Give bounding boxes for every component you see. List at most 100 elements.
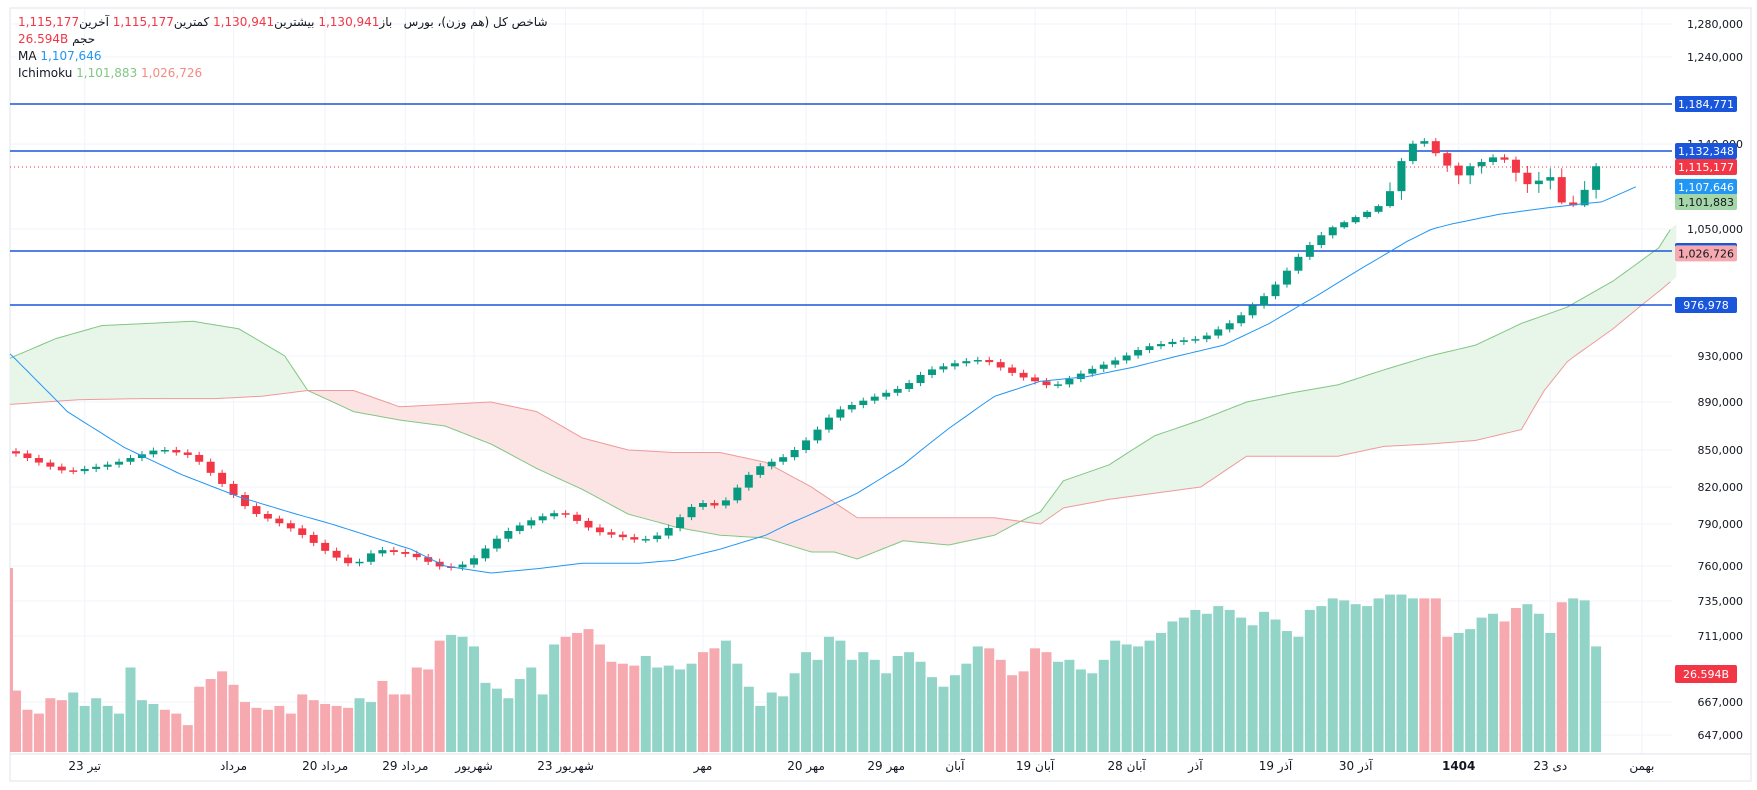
- cloud-segment: [1234, 403, 1242, 465]
- cloud-segment: [673, 452, 681, 529]
- candle: [573, 514, 582, 521]
- price-tick-label: 711,000: [1698, 630, 1744, 643]
- time-tick-label: 23 شهریور: [537, 759, 594, 774]
- cloud-segment: [1418, 357, 1425, 445]
- cloud-segment: [1486, 336, 1494, 439]
- cloud-segment: [1274, 394, 1282, 457]
- volume-bar: [606, 661, 617, 752]
- cloud-segment: [1137, 442, 1144, 496]
- cloud-segment: [1440, 351, 1448, 444]
- cloud-segment: [1103, 464, 1110, 501]
- candle: [1099, 364, 1108, 369]
- cloud-segment: [1286, 392, 1293, 457]
- cloud-segment: [1566, 303, 1574, 363]
- candle: [1179, 340, 1188, 342]
- cloud-segment: [1435, 352, 1442, 444]
- volume-bar: [732, 663, 743, 752]
- candle: [355, 561, 364, 564]
- cloud-segment: [461, 402, 469, 436]
- price-axis: 1,280,0001,240,0001,140,0001,050,000930,…: [1675, 18, 1743, 742]
- volume-bar: [1259, 611, 1270, 752]
- cloud-segment: [828, 497, 835, 553]
- chart-legend: شاخص کل (هم وزن)، بورس باز1,130,941 بیشت…: [18, 14, 548, 82]
- candle: [1053, 384, 1062, 386]
- cloud-segment: [702, 452, 709, 534]
- cloud-segment: [931, 517, 938, 545]
- candle: [538, 516, 547, 521]
- volume-bar: [480, 682, 491, 752]
- cloud-segment: [1629, 263, 1637, 316]
- cloud-segment: [433, 404, 440, 426]
- cloud-segment: [856, 517, 864, 560]
- candle-series: [12, 138, 1601, 571]
- volume-bar: [136, 700, 147, 752]
- volume-bar: [411, 667, 422, 752]
- candle: [950, 363, 959, 367]
- cloud-segment: [988, 517, 996, 537]
- volume-bar: [1133, 646, 1144, 752]
- cloud-segment: [530, 410, 538, 470]
- cloud-segment: [919, 517, 927, 544]
- cloud-segment: [1641, 255, 1648, 306]
- volume-bar: [1362, 606, 1373, 752]
- cloud-segment: [32, 345, 39, 404]
- candle: [1260, 296, 1269, 306]
- candle: [92, 466, 101, 469]
- candle: [1557, 177, 1566, 203]
- cloud-segment: [398, 406, 406, 422]
- candle: [481, 548, 490, 559]
- candle: [813, 429, 822, 441]
- candle: [458, 564, 467, 568]
- volume-bar: [892, 656, 903, 752]
- cloud-segment: [1143, 438, 1150, 496]
- volume-bar: [1316, 606, 1327, 752]
- cloud-segment: [794, 477, 801, 549]
- volume-bar: [331, 705, 342, 752]
- volume-bar: [1407, 598, 1418, 752]
- volume-bar: [377, 680, 388, 752]
- legend-open-value: 1,130,941: [318, 15, 380, 29]
- candle: [1168, 341, 1177, 345]
- cloud-segment: [1446, 350, 1453, 443]
- cloud-segment: [347, 390, 354, 413]
- candle: [1569, 202, 1578, 206]
- cloud-segment: [1412, 359, 1419, 446]
- cloud-segment: [685, 452, 692, 531]
- volume-bar: [1087, 673, 1098, 752]
- cloud-segment: [9, 355, 17, 405]
- volume-bar: [33, 713, 44, 752]
- candle: [1214, 329, 1223, 336]
- cloud-segment: [1166, 429, 1173, 492]
- time-tick-label: مرداد: [220, 759, 247, 774]
- cloud-segment: [1223, 408, 1230, 473]
- cloud-segment: [1063, 478, 1070, 509]
- candle: [298, 528, 307, 535]
- cloud-segment: [232, 327, 240, 399]
- volume-bar: [617, 663, 628, 752]
- volume-bar: [778, 696, 789, 752]
- candle: [515, 525, 524, 531]
- cloud-segment: [1584, 293, 1591, 350]
- cloud-segment: [553, 420, 560, 480]
- volume-bar: [984, 648, 995, 752]
- volume-bar: [846, 659, 857, 752]
- cloud-segment: [627, 449, 635, 517]
- level-label-text: 1,132,348: [1678, 145, 1734, 158]
- cloud-segment: [1246, 400, 1253, 457]
- time-tick-label: 1404: [1442, 759, 1475, 773]
- cloud-segment: [776, 467, 784, 544]
- volume-bar: [1121, 644, 1132, 752]
- series-label-box: [1675, 194, 1737, 210]
- level-label-box: [1675, 297, 1737, 313]
- volume-bar: [915, 661, 926, 752]
- candle: [344, 557, 353, 564]
- price-tick-label: 850,000: [1698, 444, 1744, 457]
- volume-bar: [240, 702, 250, 752]
- level-label-text: 1,184,771: [1678, 98, 1734, 111]
- legend-ichimoku-value-a: 1,101,883: [76, 66, 138, 80]
- cloud-segment: [278, 352, 286, 395]
- cloud-segment: [1211, 412, 1219, 480]
- cloud-segment: [450, 403, 457, 431]
- cloud-segment: [410, 405, 417, 423]
